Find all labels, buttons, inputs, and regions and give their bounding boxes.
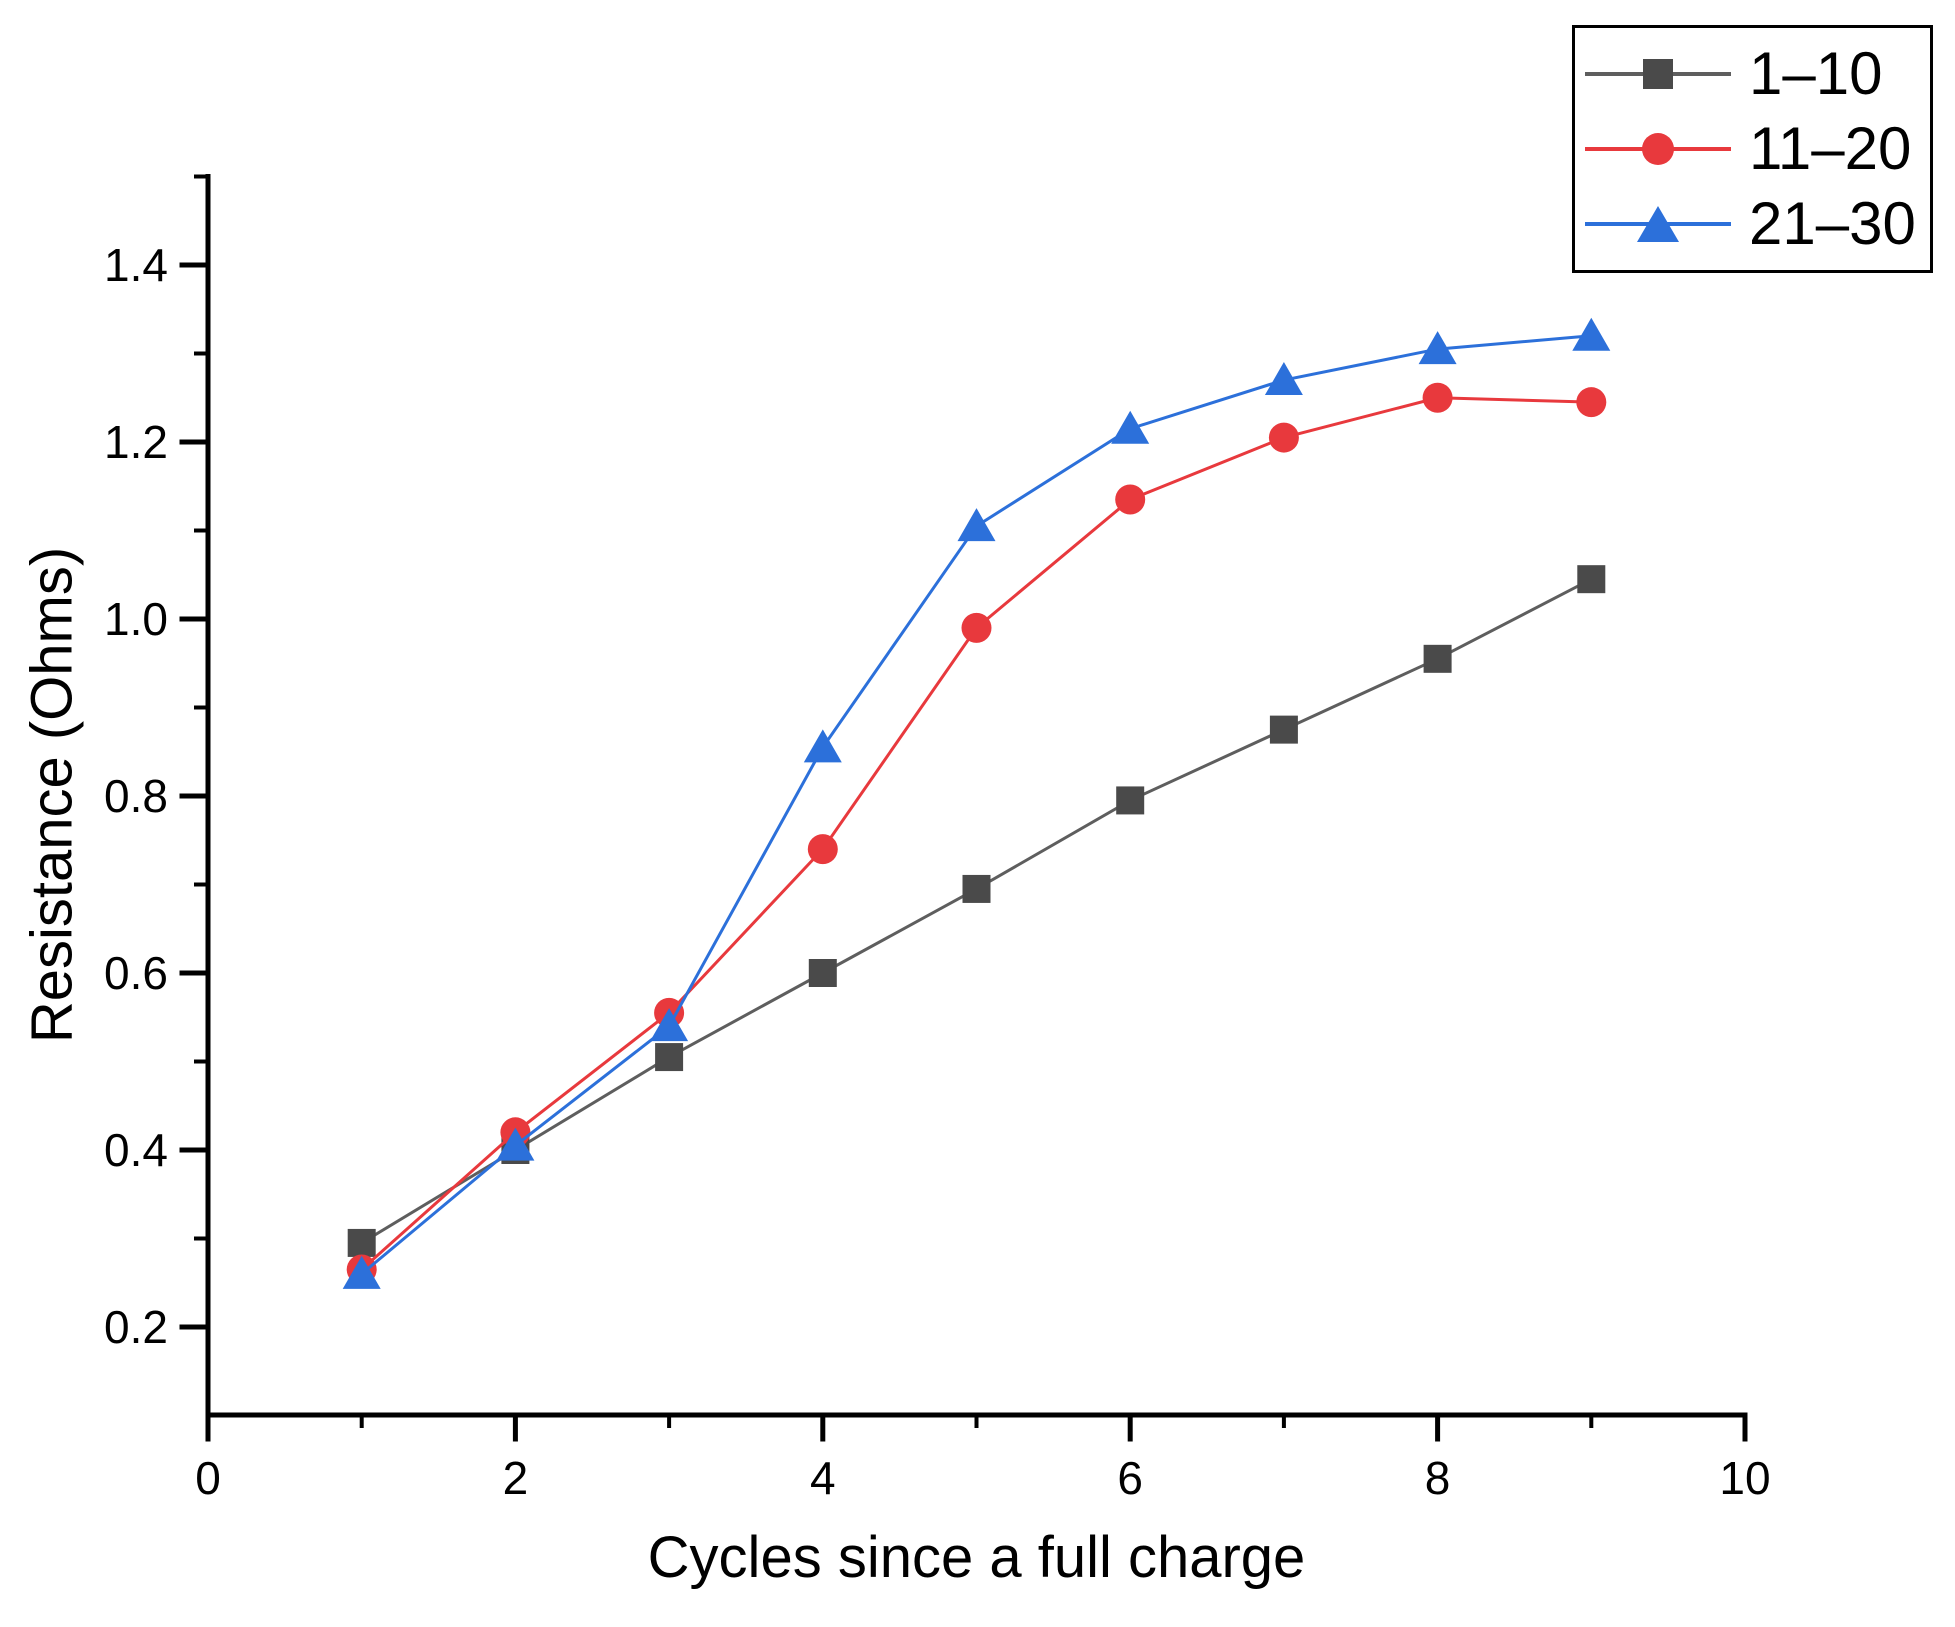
y-tick-label: 1.0 (104, 593, 168, 645)
x-tick-label: 10 (1719, 1452, 1770, 1504)
square-marker-icon (1643, 58, 1673, 89)
square-marker-icon (1423, 644, 1452, 673)
legend: 1–10 11–20 21–30 (1572, 25, 1933, 273)
triangle-marker-icon (1418, 331, 1457, 365)
circle-marker-icon (1422, 382, 1453, 413)
square-marker-icon (1269, 715, 1298, 744)
triangle-marker-icon (803, 729, 842, 763)
y-tick-label: 1.4 (104, 239, 168, 291)
circle-marker-icon (1115, 484, 1146, 515)
legend-item: 1–10 (1585, 39, 1924, 107)
series-line-triangle (360, 334, 1592, 1276)
legend-item: 21–30 (1585, 194, 1924, 254)
square-marker-icon (808, 959, 837, 987)
y-tick-label: 1.2 (104, 416, 168, 468)
circle-marker-icon (1576, 387, 1607, 418)
circle-marker-icon (1268, 422, 1299, 453)
triangle-marker-icon (1264, 362, 1303, 396)
x-axis-title: Cycles since a full charge (647, 1525, 1306, 1590)
square-marker-icon (962, 874, 991, 903)
legend-sample (1585, 52, 1731, 96)
square-marker-icon (1116, 786, 1145, 815)
legend-item: 11–20 (1585, 114, 1924, 182)
triangle-marker-icon (957, 508, 996, 542)
legend-sample (1585, 202, 1731, 246)
x-tick-label: 6 (1117, 1452, 1143, 1504)
legend-label: 21–30 (1749, 190, 1916, 258)
series-line-square (360, 577, 1592, 1245)
legend-label: 1–10 (1749, 39, 1883, 107)
triangle-marker-icon (342, 1255, 381, 1289)
triangle-marker-icon (1572, 317, 1611, 351)
y-tick-label: 0.4 (104, 1124, 168, 1176)
triangle-marker-icon (650, 1008, 689, 1042)
y-tick-label: 0.6 (104, 947, 168, 999)
legend-label: 11–20 (1749, 114, 1912, 182)
circle-marker-icon (961, 612, 992, 643)
square-marker-icon (1577, 565, 1606, 594)
triangle-marker-icon (1111, 410, 1150, 444)
y-tick-label: 0.8 (104, 770, 168, 822)
y-axis-title: Resistance (Ohms) (19, 546, 85, 1044)
circle-marker-icon (807, 834, 838, 865)
legend-sample (1585, 127, 1731, 171)
y-tick-label: 0.2 (104, 1301, 168, 1353)
triangle-marker-icon (1637, 206, 1679, 243)
circle-marker-icon (1642, 132, 1674, 165)
x-tick-label: 8 (1425, 1452, 1451, 1504)
square-marker-icon (655, 1043, 684, 1072)
square-marker-icon (347, 1228, 376, 1257)
x-tick-label: 0 (195, 1452, 221, 1504)
triangle-marker-icon (496, 1127, 535, 1161)
x-tick-label: 4 (810, 1452, 836, 1504)
x-tick-label: 2 (503, 1452, 529, 1504)
